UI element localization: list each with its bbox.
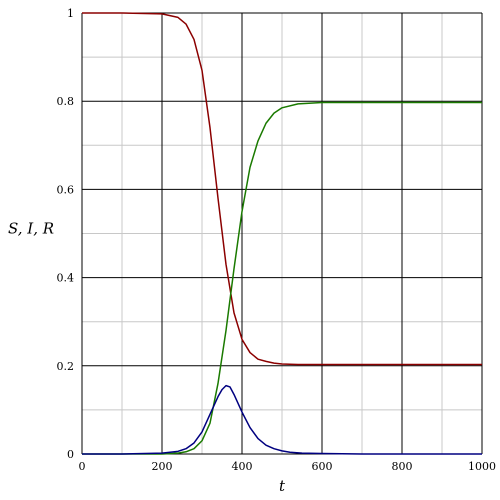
series-line-2 bbox=[82, 384, 482, 455]
y-tick-label: 0.6 bbox=[57, 183, 75, 196]
y-axis-label: S, I, R bbox=[8, 220, 54, 238]
y-tick-label: 0.4 bbox=[57, 272, 75, 285]
y-tick-label: 0 bbox=[67, 448, 74, 461]
x-axis-label: t bbox=[279, 477, 286, 495]
x-tick-label: 400 bbox=[232, 460, 253, 473]
minor-grid bbox=[82, 13, 482, 454]
y-tick-label: 0.2 bbox=[57, 360, 75, 373]
y-tick-label: 0.8 bbox=[57, 95, 75, 108]
x-tick-label: 1000 bbox=[468, 460, 496, 473]
series-lines bbox=[82, 12, 482, 455]
y-tick-label: 1 bbox=[67, 7, 74, 20]
x-tick-label: 800 bbox=[392, 460, 413, 473]
major-grid bbox=[81, 12, 483, 455]
series-line-0 bbox=[82, 12, 482, 366]
x-tick-label: 0 bbox=[79, 460, 86, 473]
x-tick-label: 600 bbox=[312, 460, 333, 473]
series-line-1 bbox=[82, 101, 482, 455]
x-tick-label: 200 bbox=[152, 460, 173, 473]
tick-labels: 0 200 400 600 800 1000 0 0.2 0.4 0.6 0.8 1 bbox=[57, 7, 497, 473]
